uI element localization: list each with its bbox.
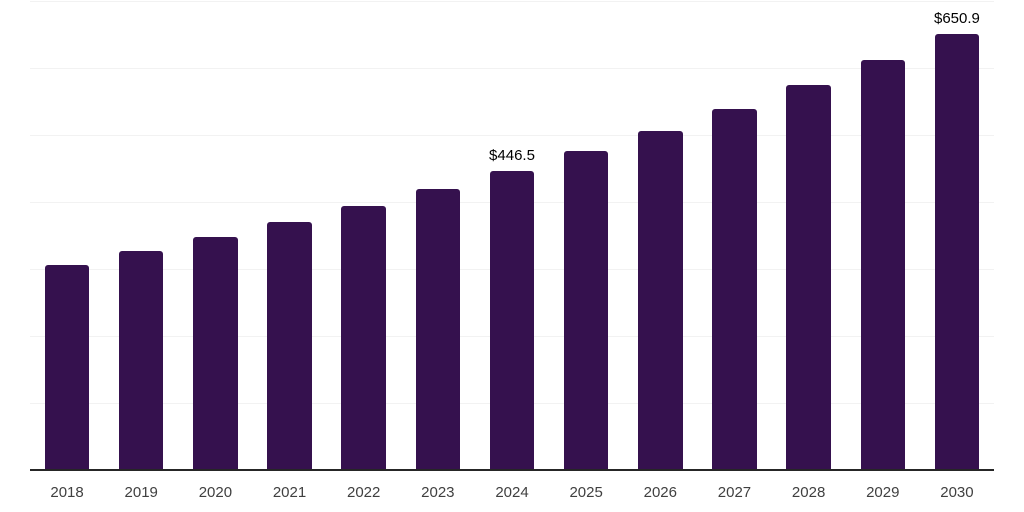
bar-2022[interactable] xyxy=(341,206,386,470)
bar-2019[interactable] xyxy=(118,251,164,470)
x-tick-label-2025: 2025 xyxy=(569,484,603,501)
bar-2029[interactable] xyxy=(860,60,906,470)
bar-2028[interactable] xyxy=(786,85,831,470)
x-tick-label-2019: 2019 xyxy=(124,484,158,501)
x-tick-label-2027: 2027 xyxy=(717,484,752,501)
bar-2027[interactable] xyxy=(712,108,757,470)
gridline-700 xyxy=(30,1,994,2)
x-tick-label-2024: 2024 xyxy=(495,484,529,501)
x-tick-label-2029: 2029 xyxy=(866,484,900,501)
bar-2025[interactable] xyxy=(563,151,609,470)
bar-2030[interactable] xyxy=(934,33,980,470)
bar-2021[interactable] xyxy=(267,222,312,470)
bar-2026[interactable] xyxy=(638,130,683,470)
x-tick-label-2021: 2021 xyxy=(272,484,307,501)
data-label-2030: $650.9 xyxy=(933,9,980,27)
bar-2020[interactable] xyxy=(193,237,238,470)
x-tick-label-2030: 2030 xyxy=(940,484,974,501)
bar-2023[interactable] xyxy=(415,189,461,470)
gridline-600 xyxy=(30,68,994,69)
data-label-2024: $446.5 xyxy=(489,146,535,164)
gridline-500 xyxy=(30,135,994,136)
x-axis-line xyxy=(30,469,994,471)
x-tick-label-2026: 2026 xyxy=(643,484,677,501)
x-tick-label-2020: 2020 xyxy=(198,484,233,501)
x-tick-label-2023: 2023 xyxy=(421,484,455,501)
bar-2024[interactable] xyxy=(489,170,535,470)
bar-2018[interactable] xyxy=(44,264,90,470)
x-tick-label-2028: 2028 xyxy=(791,484,826,501)
x-tick-label-2022: 2022 xyxy=(347,484,381,501)
x-tick-label-2018: 2018 xyxy=(50,484,84,501)
